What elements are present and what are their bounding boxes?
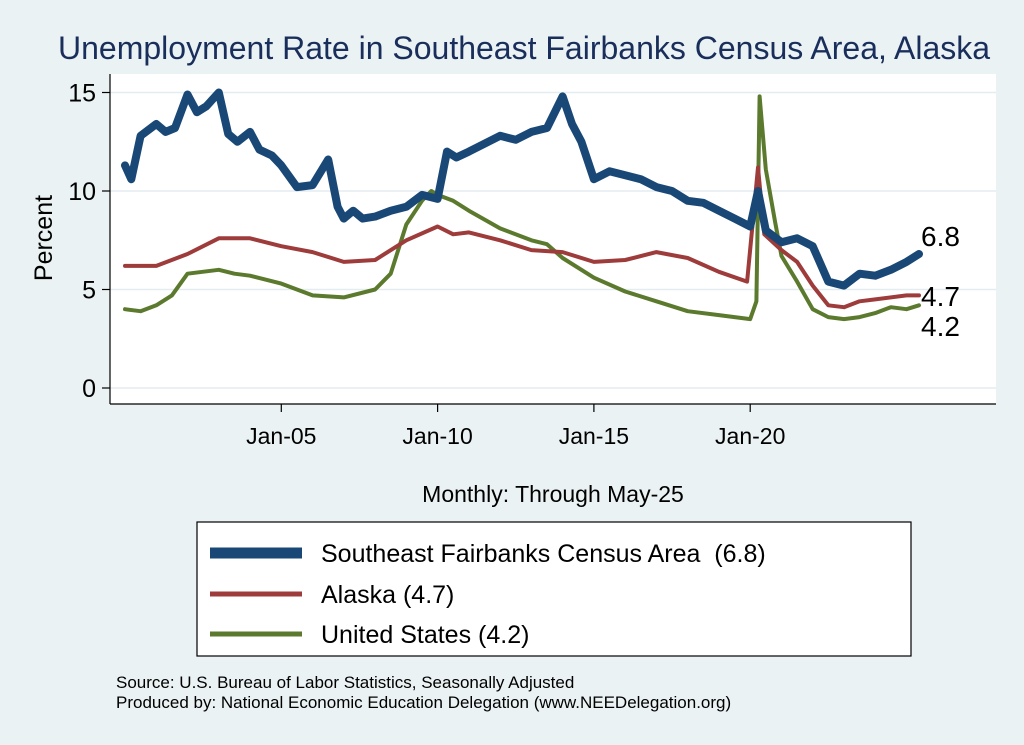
gridlines [110,91,996,389]
x-tick-label-jan-10: Jan-10 [402,423,472,449]
x-tick-label-jan-05: Jan-05 [246,423,316,449]
x-tick-label-jan-20: Jan-20 [715,423,785,449]
legend-label-southeast-fairbanks: Southeast Fairbanks Census Area (6.8) [321,540,766,568]
legend: Southeast Fairbanks Census Area (6.8) Al… [196,521,912,657]
x-tick-label-jan-15: Jan-15 [559,423,629,449]
end-label-southeast-fairbanks: 6.8 [921,221,960,252]
series-line-alaska [123,165,921,310]
produced-by-note: Produced by: National Economic Education… [116,693,732,712]
x-axis-title: Monthly: Through May-25 [422,481,684,507]
legend-label-united-states: United States (4.2) [321,621,529,649]
y-ticks: 0 5 10 15 [68,80,110,403]
y-tick-label-15: 15 [68,80,96,108]
x-ticks: Jan-05 Jan-10 Jan-15 Jan-20 [246,404,785,449]
series-line-united-states [123,94,921,322]
end-label-united-states: 4.2 [921,311,960,342]
source-note: Source: U.S. Bureau of Labor Statistics,… [116,673,575,692]
y-tick-label-5: 5 [82,277,96,305]
legend-label-alaska: Alaska (4.7) [321,581,454,609]
y-axis-title: Percent [30,195,58,281]
series-line-southeast-fairbanks [121,88,923,290]
legend-box [196,521,912,657]
y-tick-label-0: 0 [82,375,96,403]
end-label-alaska: 4.7 [921,281,960,312]
y-tick-label-10: 10 [68,178,96,206]
chart-title: Unemployment Rate in Southeast Fairbanks… [58,30,990,66]
